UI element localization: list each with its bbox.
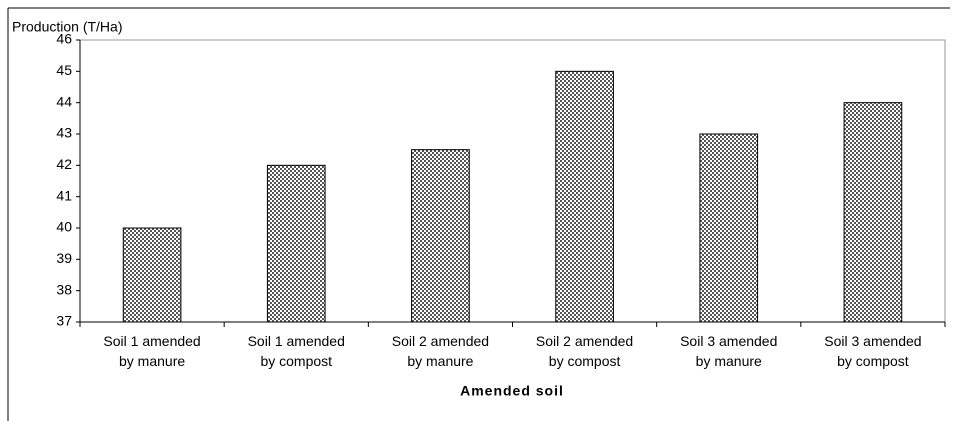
y-tick-label: 45 bbox=[56, 62, 72, 78]
y-tick-label: 42 bbox=[56, 156, 72, 172]
y-axis-title: Production (T/Ha) bbox=[12, 19, 122, 35]
bar bbox=[699, 133, 759, 323]
bar bbox=[843, 102, 903, 323]
y-tick-label: 38 bbox=[56, 281, 72, 297]
bar bbox=[122, 227, 182, 323]
x-tick-label: Soil 1 amended by compost bbox=[248, 333, 345, 369]
x-tick-label: Soil 3 amended by compost bbox=[824, 333, 921, 369]
y-tick-label: 40 bbox=[56, 219, 72, 235]
x-tick-label: Soil 1 amended by manure bbox=[103, 333, 200, 369]
x-axis-title: Amended soil bbox=[460, 383, 564, 399]
y-tick-label: 39 bbox=[56, 250, 72, 266]
y-tick-label: 37 bbox=[56, 313, 72, 329]
bar bbox=[266, 164, 326, 323]
x-tick-label: Soil 3 amended by manure bbox=[680, 333, 777, 369]
y-tick-label: 44 bbox=[56, 93, 72, 109]
bar bbox=[411, 149, 470, 323]
x-tick-label: Soil 2 amended by manure bbox=[392, 333, 489, 369]
bar bbox=[555, 70, 614, 323]
plot-border bbox=[79, 39, 946, 323]
y-tick-label: 46 bbox=[56, 31, 72, 47]
x-tick-label: Soil 2 amended by compost bbox=[536, 333, 633, 369]
y-tick-label: 43 bbox=[56, 125, 72, 141]
y-tick-label: 41 bbox=[56, 187, 72, 203]
